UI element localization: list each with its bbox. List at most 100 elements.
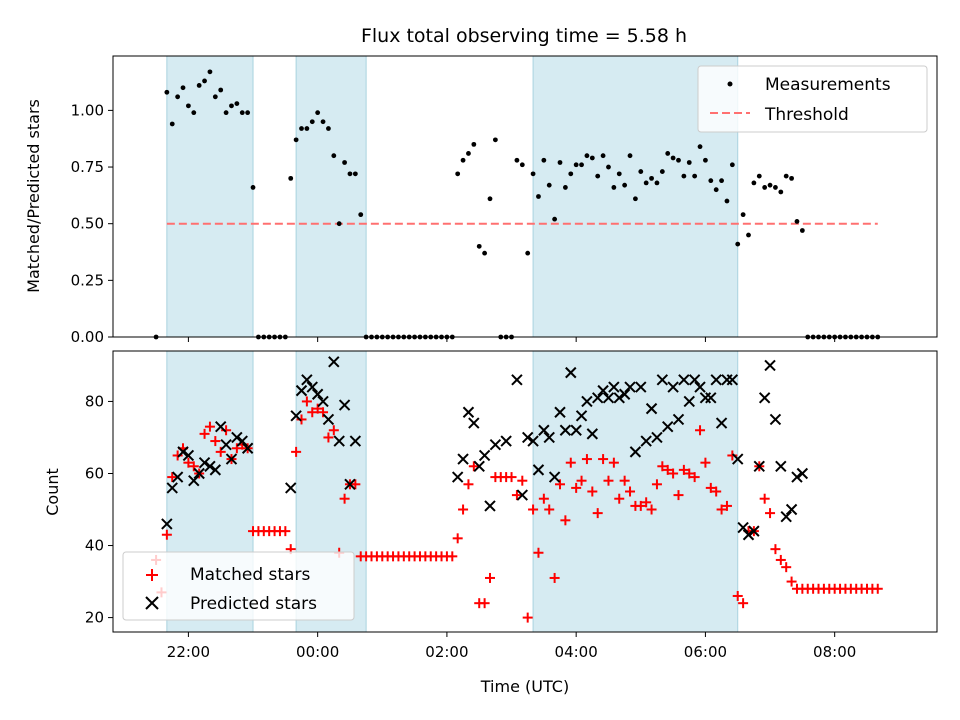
measurement-point [342, 160, 347, 165]
predicted-star-b [758, 392, 771, 404]
predicted-star-point [635, 381, 647, 393]
matched-star-point [517, 475, 528, 486]
predicted-star-b [462, 406, 475, 418]
predicted-star-point [322, 413, 335, 426]
bottom-y-axis-label: Count [43, 468, 62, 516]
measurement-point [697, 144, 703, 150]
measurement-point [207, 69, 213, 75]
predicted-star-point [473, 460, 485, 472]
matched-star-point [458, 504, 469, 515]
measurement-point [562, 185, 568, 190]
measurement-point [600, 153, 606, 159]
predicted-star-point [758, 392, 771, 404]
measurement-point [164, 89, 170, 95]
predicted-star-point [462, 406, 475, 418]
predicted-star-b [769, 413, 782, 426]
predicted-star-b [780, 511, 792, 523]
predicted-star-point [775, 460, 787, 472]
matched-star-point [506, 472, 517, 483]
matched-star-point [592, 508, 603, 519]
bottom-x-ticks: 22:00 00:00 02:00 04:00 06:00 08:00 [167, 632, 856, 661]
matched-star-point [544, 504, 555, 515]
predicted-star-b [656, 374, 669, 386]
measurement-point [756, 173, 762, 179]
matched-star-point [350, 479, 361, 490]
measurement-point [169, 121, 175, 127]
predicted-star-point [468, 417, 480, 429]
matched-star-point [291, 446, 302, 457]
count-points [151, 356, 883, 623]
matched-star-point [587, 486, 598, 497]
measurement-point [676, 157, 681, 163]
predicted-star-b [317, 395, 329, 408]
measurement-point [315, 110, 321, 116]
measurement-point [778, 189, 784, 195]
predicted-star-point [317, 395, 329, 408]
matched-star-point [716, 504, 727, 515]
predicted-star-b [662, 420, 674, 433]
measurement-point [573, 162, 579, 168]
predicted-star-point [543, 431, 555, 444]
predicted-star-point [301, 374, 313, 386]
predicted-star-point [688, 374, 701, 386]
matched-star-point [608, 457, 619, 468]
matched-star-point [700, 457, 711, 468]
measurement-point [218, 87, 224, 93]
measurement-point [352, 171, 358, 177]
y-tick-label: 60 [85, 464, 104, 482]
matched-star-point [210, 436, 221, 447]
measurement-point [654, 180, 660, 186]
measurement-point [530, 171, 536, 177]
predicted-star-b [775, 460, 787, 472]
predicted-star-b [344, 478, 356, 491]
measurement-point [212, 94, 218, 100]
predicted-star-b [640, 435, 652, 447]
predicted-star-point [753, 460, 765, 472]
y-tick-label: 0.25 [71, 271, 104, 289]
predicted-star-b [478, 449, 491, 462]
predicted-star-b [215, 420, 227, 433]
matched-star-point [614, 493, 625, 504]
matched-star-point [695, 425, 706, 436]
predicted-star-point [651, 431, 663, 444]
predicted-star-point [198, 456, 211, 469]
matched-star-point [635, 500, 646, 511]
y-tick-label: 1.00 [71, 101, 104, 119]
matched-star-point [199, 428, 210, 439]
predicted-star-b [732, 453, 744, 465]
measurement-point [627, 153, 633, 159]
predicted-star-b [570, 424, 582, 436]
predicted-star-point [182, 449, 195, 462]
predicted-star-point [311, 388, 324, 400]
measurement-point [719, 178, 724, 184]
predicted-star-point [548, 471, 561, 483]
measurement-point [595, 173, 601, 179]
measurement-point [622, 182, 628, 188]
matched-star-point [339, 493, 350, 504]
predicted-star-point [538, 424, 550, 436]
matched-star-point [668, 468, 679, 479]
measurement-point [557, 160, 563, 165]
predicted-star-point [624, 381, 636, 393]
predicted-star-b [667, 381, 679, 393]
predicted-star-b [241, 442, 254, 454]
predicted-star-point [591, 392, 604, 404]
predicted-star-b [635, 381, 647, 393]
matched-star-point [511, 490, 522, 501]
x-tick-label: 04:00 [555, 643, 598, 661]
predicted-star-point [349, 435, 362, 447]
measurement-point [471, 141, 477, 147]
predicted-star-b [645, 402, 658, 415]
matched-star-point [280, 526, 291, 537]
measurement-point [633, 196, 638, 202]
predicted-star-point [602, 392, 615, 404]
predicted-star-point [295, 384, 308, 397]
predicted-star-b [538, 424, 550, 436]
matched-star-point [872, 583, 883, 594]
predicted-star-b [554, 406, 566, 418]
predicted-star-point [748, 525, 760, 537]
measurement-point [455, 171, 461, 177]
predicted-star-b [451, 471, 464, 483]
predicted-star-point [478, 449, 491, 462]
